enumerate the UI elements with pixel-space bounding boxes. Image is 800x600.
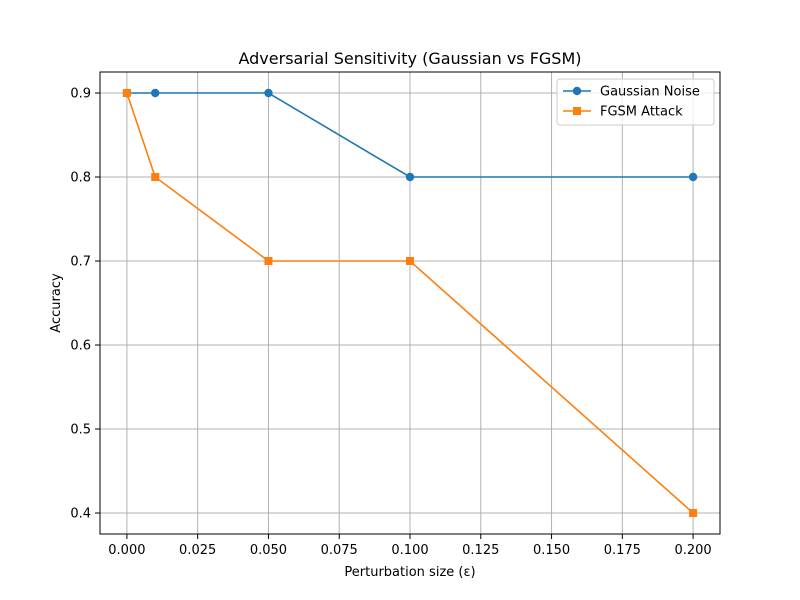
chart-title: Adversarial Sensitivity (Gaussian vs FGS… [238,49,581,68]
y-tick-label: 0.9 [70,87,91,102]
data-point-circle [151,88,160,98]
legend-item: FGSM Attack [563,105,683,120]
x-tick-label: 0.150 [533,543,570,558]
legend: Gaussian Noise FGSM Attack [556,78,715,126]
legend-box [556,78,715,126]
x-tick-label: 0.000 [108,543,145,558]
x-tick-label: 0.175 [604,543,641,558]
x-tick-label: 0.025 [179,543,216,558]
data-point-square [406,257,414,265]
data-point-circle [264,88,273,98]
data-point-circle [405,172,415,182]
legend-marker-circle [572,86,582,96]
data-point-square [689,509,698,517]
y-axis-label: Accuracy [49,273,64,333]
legend-item: Gaussian Noise [563,85,700,100]
x-tick-label: 0.200 [674,543,711,558]
x-tick-label: 0.100 [391,543,428,558]
data-point-circle [688,172,698,182]
plot-area-frame [99,71,721,535]
y-tick-label: 0.4 [70,507,91,522]
y-axis-ticks: 0.4 0.5 0.6 0.7 0.8 0.9 [70,87,100,522]
x-axis-ticks: 0.000 0.025 0.050 0.075 0.100 0.125 0.150 0.175… [108,534,712,558]
data-point-square [151,173,160,181]
legend-label: Gaussian Noise [600,85,700,100]
legend-marker-square [573,107,581,115]
x-tick-label: 0.050 [250,543,287,558]
x-tick-label: 0.125 [462,543,499,558]
y-tick-label: 0.6 [70,339,91,354]
x-axis-label: Perturbation size (ε) [344,565,475,580]
y-tick-label: 0.7 [70,255,91,270]
x-tick-label: 0.075 [321,543,358,558]
data-point-square [122,89,131,97]
series-layer [122,88,698,517]
data-point-square [264,257,273,265]
y-tick-label: 0.8 [70,171,91,186]
series-2 [122,89,698,517]
legend-label: FGSM Attack [600,105,683,120]
y-tick-label: 0.5 [70,423,91,438]
